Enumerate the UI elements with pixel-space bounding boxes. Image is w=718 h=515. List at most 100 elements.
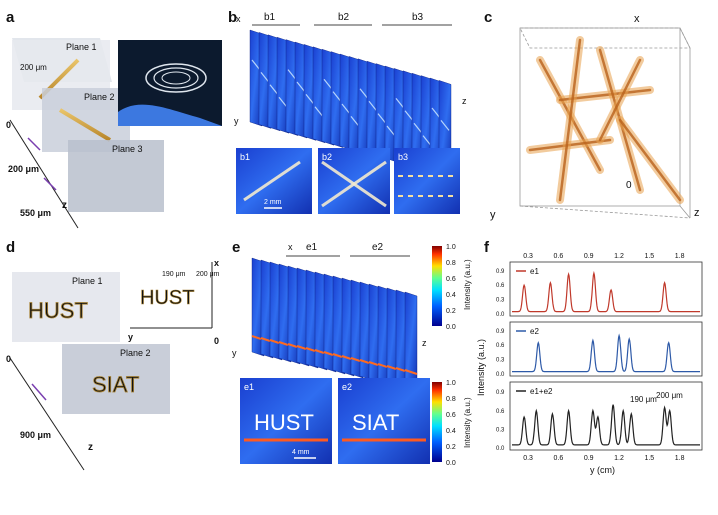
slice-streak: [269, 84, 279, 96]
colorbar-tick-label: 0.8: [446, 260, 456, 267]
inset-word-siat: SIAT: [352, 410, 399, 435]
slice-streak: [296, 81, 306, 93]
series-line-e1+e2: [512, 404, 700, 446]
gold-rod: [58, 108, 112, 142]
plane-2-label-a: Plane 2: [84, 92, 115, 102]
slice-streak: [287, 69, 297, 80]
axis-z-e: z: [422, 338, 427, 348]
colorbar-tick-label: 0.4: [446, 292, 456, 299]
colorbar-title-bottom: Intensity (a.u.): [463, 397, 472, 448]
slice-streak: [251, 59, 261, 71]
colorbar-tick-label: 0.2: [446, 444, 456, 451]
origin-c: 0: [626, 180, 632, 191]
step-arrow-icon: [27, 137, 41, 151]
inset-word-hust: HUST: [254, 410, 314, 435]
x-tick-label: 0.9: [584, 455, 594, 462]
group-e2: e2: [372, 242, 384, 253]
panel-label-a: a: [6, 9, 15, 26]
y-tick-label: 0.9: [496, 329, 505, 335]
x-tick-label-top: 0.3: [523, 253, 533, 260]
plane-2-label-d: Plane 2: [120, 348, 151, 358]
x-axis-label: y (cm): [590, 465, 615, 475]
slice-streak: [386, 125, 396, 137]
word-hust: HUST: [28, 298, 88, 323]
line-chart: 0.3 0.3 0.6 0.6 0.9 0.9 1.2 1.2 1.5 1.5 1.8 1.8 y (c…: [476, 253, 703, 475]
y-tick-label: 0.9: [496, 269, 505, 275]
z-axis-d: [9, 357, 85, 471]
colorbar-ticks: 1.0 0.8 0.6 0.4 0.2 0.0 1.0 0.8 0.6 0.4 0.2 0.0: [446, 244, 456, 467]
panel-b: b b1 b2 b3 x y z b1 b2 b3 2 mm: [228, 9, 467, 214]
series-line-e1: [512, 270, 700, 313]
x-tick-label-top: 1.8: [675, 253, 685, 260]
slice-stack-e: [251, 257, 418, 391]
slice-streak: [377, 113, 387, 124]
inset-label-b2: b2: [322, 152, 332, 162]
y-axis-label: Intensity (a.u.): [476, 339, 486, 396]
photo-ring: [145, 63, 207, 93]
y-tick-label: 0.3: [496, 358, 505, 364]
volume-rod-core: [598, 58, 642, 142]
slice-streak: [359, 88, 369, 100]
inset-e1: [240, 378, 332, 464]
slice-streak: [332, 91, 342, 102]
panel-f: f 0.3 0.3 0.6 0.6 0.9 0.9 1.2 1.2 1.5 1.5 1.8 1.8 y …: [476, 239, 703, 475]
plane-3-label-a: Plane 3: [112, 144, 143, 154]
inset-e2: [338, 378, 430, 464]
axis-x-e: x: [288, 242, 293, 252]
colorbar-title-top: Intensity (a.u.): [463, 259, 472, 310]
colorbar-top: [432, 246, 442, 326]
slice-streak: [278, 96, 288, 108]
annotation-200: 200 μm: [656, 391, 683, 400]
scale-label-e: 4 mm: [292, 449, 310, 456]
group-b1: b1: [264, 12, 276, 23]
axis-z-b: z: [462, 96, 467, 106]
group-b2: b2: [338, 12, 350, 23]
inset-label-e1: e1: [244, 382, 254, 392]
slice-streak: [260, 72, 270, 83]
z-axis-line: [9, 119, 79, 229]
plane-1-label-d: Plane 1: [72, 276, 103, 286]
inset-label-b1: b1: [240, 152, 250, 162]
x-tick-label: 1.5: [644, 455, 654, 462]
depth-label-d1: 900 μm: [20, 430, 51, 440]
panel-a: a Plane 1 200 μm Plane 2 Plane 3: [6, 9, 222, 229]
plane-1-label-a: Plane 1: [66, 42, 97, 52]
slice-streak: [314, 106, 324, 118]
y-tick-label: 0.9: [496, 390, 505, 396]
slice-streak: [404, 369, 418, 375]
slice-streak: [368, 100, 378, 112]
axis-y-e: y: [232, 348, 237, 358]
x-tick-label: 1.2: [614, 455, 624, 462]
panel-label-d: d: [6, 239, 15, 256]
panel-c: c x y z 0: [484, 9, 700, 221]
colorbar-tick-label: 1.0: [446, 244, 456, 251]
slice-streak: [305, 94, 315, 105]
colorbar-tick-label: 0.2: [446, 308, 456, 315]
series-line-e2: [512, 333, 700, 373]
colorbar-tick-label: 0.8: [446, 396, 456, 403]
colorbar-tick-label: 1.0: [446, 380, 456, 387]
panel-label-f: f: [484, 239, 490, 256]
y-tick-label: 0.0: [496, 372, 505, 378]
axis-x-c: x: [634, 13, 640, 25]
inset-label-e2: e2: [342, 382, 352, 392]
legend-label: e1+e2: [530, 387, 553, 396]
y-tick-label: 0.3: [496, 427, 505, 433]
gap-label-200: 200 μm: [196, 271, 220, 278]
finger-shape: [118, 104, 222, 126]
colorbar-tick-label: 0.6: [446, 412, 456, 419]
slice-streak: [341, 103, 351, 115]
chart-frame: [509, 261, 703, 317]
group-e1: e1: [306, 242, 318, 253]
y-tick-label: 0.3: [496, 298, 505, 304]
slice-streak: [350, 116, 360, 127]
axis-x-d: x: [214, 258, 219, 268]
slice-streak: [422, 135, 432, 146]
origin-d: 0: [214, 336, 219, 346]
chart-frame: [509, 381, 703, 451]
colorbar-tick-label: 0.0: [446, 324, 456, 331]
plane-2-d: [62, 344, 170, 414]
slice-streak: [440, 120, 450, 131]
scale-label-a: 200 μm: [20, 63, 47, 72]
y-tick-label: 0.6: [496, 283, 505, 289]
